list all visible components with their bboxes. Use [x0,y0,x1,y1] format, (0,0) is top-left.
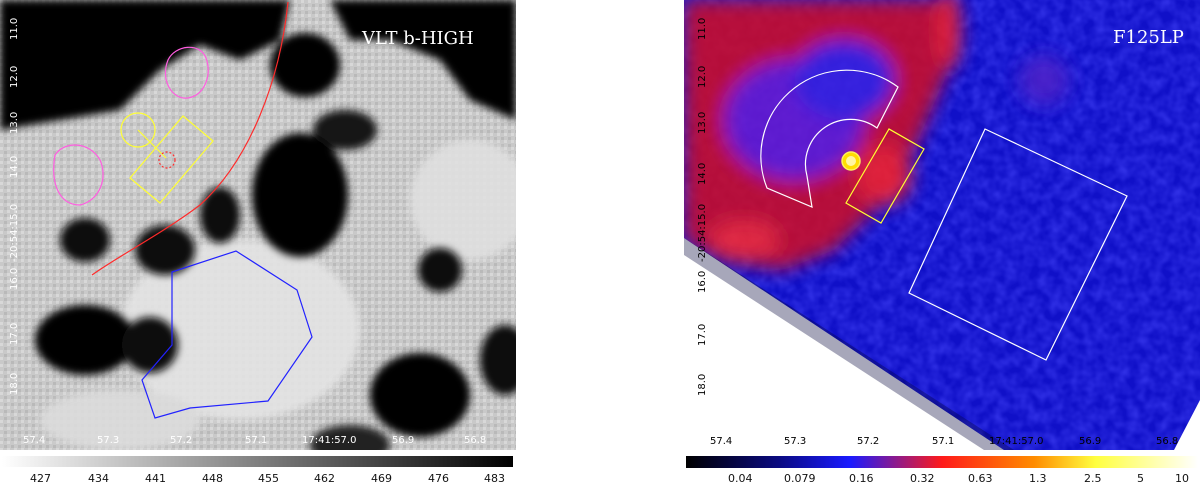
blue-polygon [141,250,313,419]
svg-text:16.0: 16.0 [9,268,20,290]
svg-text:16.0: 16.0 [697,271,708,293]
magenta-contour-left [53,144,104,206]
svg-text:10: 10 [1175,472,1189,484]
svg-text:427: 427 [30,472,51,484]
f125lp-image-panel: F125LP 11.0 12.0 13.0 14.0 -20:54:15.0 1… [684,0,1200,484]
svg-text:57.3: 57.3 [784,436,806,447]
ra-axis-left: 57.4 57.3 57.2 57.1 17:41:57.0 56.9 56.8 [23,435,486,446]
yellow-line [137,129,167,159]
svg-text:57.4: 57.4 [710,436,732,447]
svg-text:11.0: 11.0 [697,18,708,40]
svg-text:17.0: 17.0 [697,324,708,346]
svg-text:476: 476 [428,472,449,484]
dec-axis-right: 11.0 12.0 13.0 14.0 -20:54:15.0 16.0 17.… [697,18,708,396]
dec-axis-left: 11.0 12.0 13.0 14.0 -20:54:15.0 16.0 17.… [9,18,20,395]
svg-text:57.2: 57.2 [170,435,192,446]
svg-text:483: 483 [484,472,505,484]
svg-text:0.63: 0.63 [968,472,993,484]
svg-text:1.3: 1.3 [1029,472,1047,484]
svg-text:13.0: 13.0 [9,112,20,134]
svg-text:0.16: 0.16 [849,472,874,484]
svg-text:57.1: 57.1 [245,435,267,446]
svg-text:18.0: 18.0 [697,374,708,396]
svg-text:14.0: 14.0 [697,163,708,185]
svg-text:12.0: 12.0 [9,66,20,88]
svg-text:17:41:57.0: 17:41:57.0 [302,435,356,446]
svg-text:434: 434 [88,472,109,484]
svg-text:-20:54:15.0: -20:54:15.0 [9,204,20,262]
magenta-contour-top [164,46,209,99]
vlt-image [0,0,516,450]
svg-text:0.079: 0.079 [784,472,816,484]
svg-text:56.9: 56.9 [1079,436,1101,447]
ra-axis-right: 57.4 57.3 57.2 57.1 17:41:57.0 56.9 56.8 [710,436,1178,447]
svg-text:57.1: 57.1 [932,436,954,447]
f125lp-regions [760,69,1128,361]
svg-text:17:41:57.0: 17:41:57.0 [989,436,1043,447]
svg-text:448: 448 [202,472,223,484]
white-annulus-sector [760,69,899,208]
svg-text:56.9: 56.9 [392,435,414,446]
svg-text:56.8: 56.8 [1156,436,1178,447]
svg-text:455: 455 [258,472,279,484]
vlt-image-panel: VLT b-HIGH 11.0 12.0 13.0 14.0 -20:54:15… [0,0,516,484]
svg-text:0.04: 0.04 [728,472,753,484]
svg-text:-20:54:15.0: -20:54:15.0 [697,204,708,262]
svg-text:2.5: 2.5 [1084,472,1102,484]
colorbar-right: 0.04 0.079 0.16 0.32 0.63 1.3 2.5 5 10 [686,456,1198,484]
svg-text:56.8: 56.8 [464,435,486,446]
svg-text:57.2: 57.2 [857,436,879,447]
white-background-box [908,128,1128,361]
red-source-circle [158,151,176,169]
svg-text:5: 5 [1137,472,1144,484]
svg-text:441: 441 [145,472,166,484]
f125lp-image [684,0,1200,450]
svg-text:11.0: 11.0 [9,18,20,40]
svg-text:469: 469 [371,472,392,484]
vlt-regions [53,1,313,419]
svg-text:13.0: 13.0 [697,112,708,134]
image-title: VLT b-HIGH [361,28,474,49]
yellow-box [129,115,214,204]
svg-text:0.32: 0.32 [910,472,935,484]
svg-text:57.3: 57.3 [97,435,119,446]
image-title: F125LP [1113,27,1184,48]
svg-text:14.0: 14.0 [9,156,20,178]
colorbar-left: 427 434 441 448 455 462 469 476 483 [2,456,513,484]
svg-text:17.0: 17.0 [9,323,20,345]
yellow-circle [120,112,156,148]
svg-text:462: 462 [314,472,335,484]
yellow-box-right [845,128,925,224]
svg-text:18.0: 18.0 [9,373,20,395]
red-arc [91,1,289,276]
svg-text:12.0: 12.0 [697,66,708,88]
svg-text:57.4: 57.4 [23,435,45,446]
